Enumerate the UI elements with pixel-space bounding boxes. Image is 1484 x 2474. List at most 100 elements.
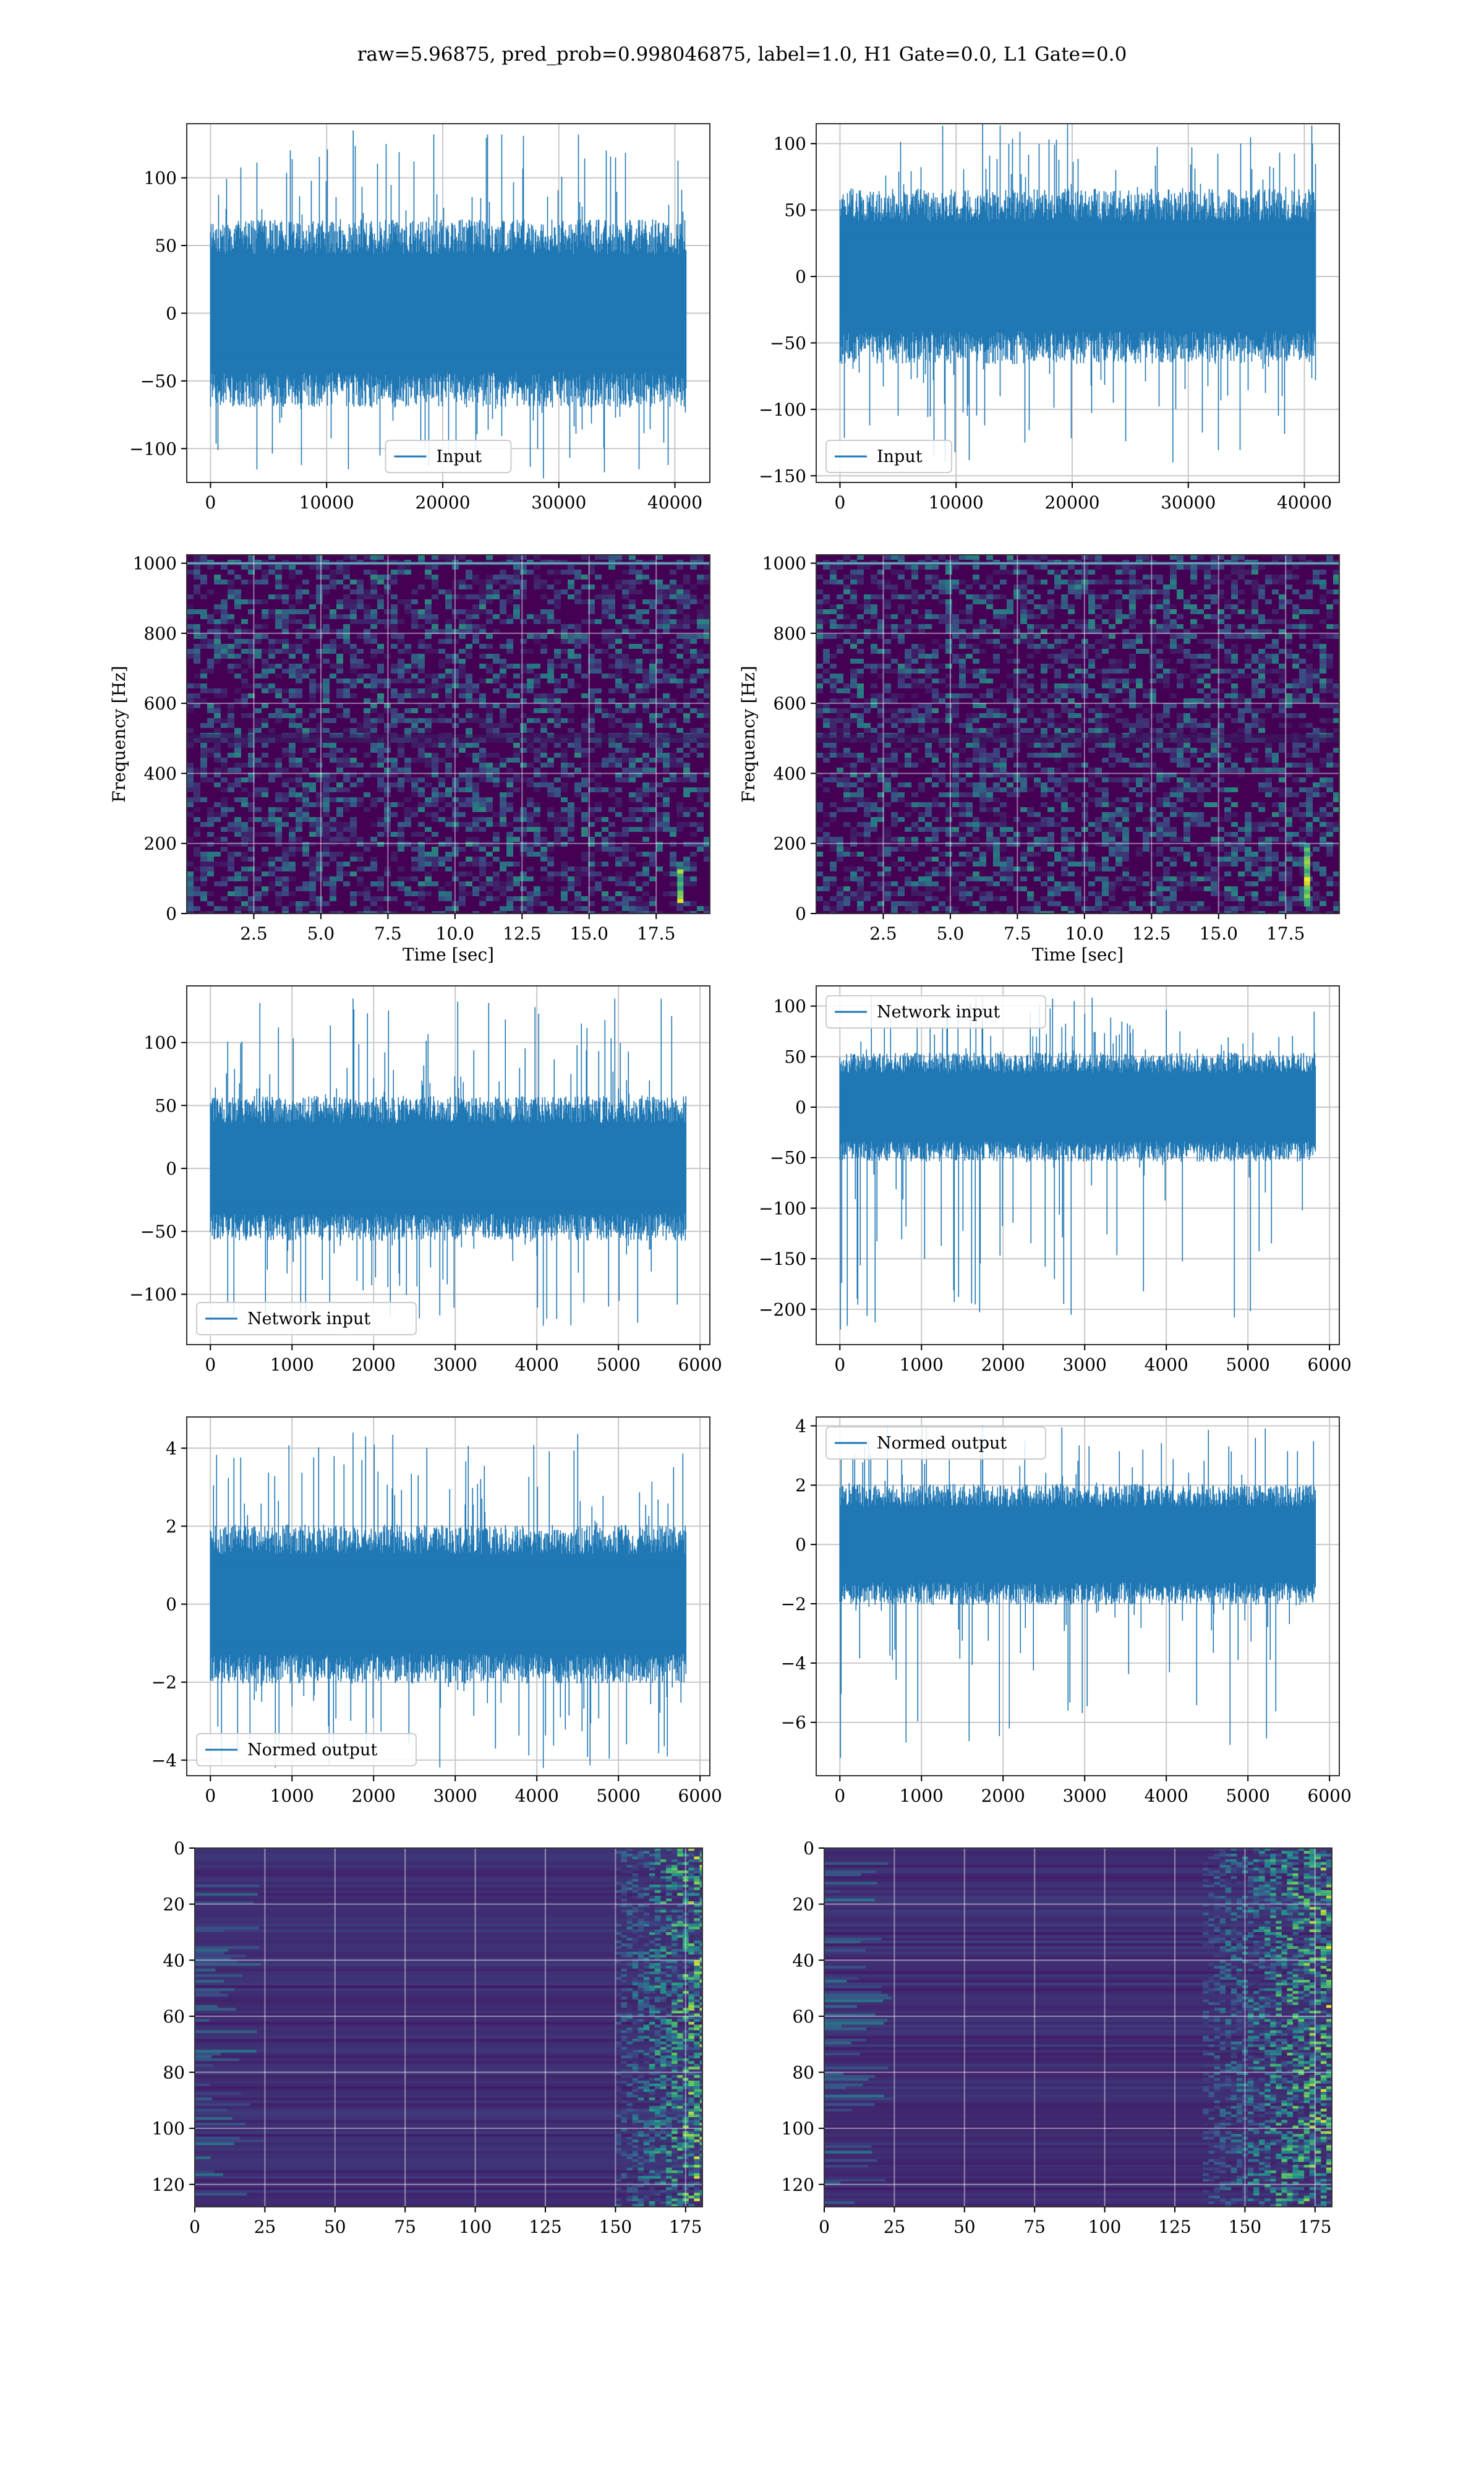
y-tick-label: −100	[759, 400, 806, 420]
x-tick-label: 75	[394, 2217, 416, 2237]
x-tick-label: 0	[205, 492, 216, 513]
x-tick-label: 3000	[433, 1786, 477, 1806]
y-tick-label: −50	[140, 371, 177, 392]
h1-spectrogram-frame	[186, 554, 710, 914]
y-tick-label: 1000	[133, 554, 177, 574]
y-tick-label: −200	[759, 1299, 806, 1320]
x-tick-label: 2000	[981, 1786, 1025, 1806]
x-tick-label: 0	[819, 2217, 830, 2237]
x-tick-label: 15.0	[570, 923, 608, 944]
x-tick-label: 5000	[597, 1786, 641, 1806]
x-tick-label: 75	[1023, 2217, 1046, 2237]
y-tick-label: 100	[774, 996, 806, 1017]
x-tick-label: 30000	[531, 492, 586, 513]
x-tick-label: 125	[1158, 2217, 1191, 2237]
h1-network-input-legend: Network input	[196, 1302, 417, 1335]
y-tick-label: 20	[163, 1894, 185, 1915]
x-tick-label: 5.0	[307, 923, 335, 944]
y-tick-label: −100	[759, 1198, 806, 1218]
x-tick-label: 0	[205, 1355, 216, 1375]
x-tick-label: 25	[884, 2217, 906, 2237]
x-tick-label: 0	[205, 1786, 216, 1806]
y-tick-label: 0	[795, 1534, 806, 1555]
y-axis-label: Frequency [Hz]	[109, 666, 129, 802]
l1-network-input-frame	[816, 985, 1340, 1345]
y-tick-label: 600	[774, 693, 806, 714]
x-tick-label: 20000	[1044, 492, 1099, 513]
h1-network-input-frame	[186, 985, 710, 1345]
x-tick-label: 7.5	[374, 923, 402, 944]
x-tick-label: 25	[254, 2217, 276, 2237]
y-tick-label: 0	[166, 904, 177, 924]
x-tick-label: 2000	[352, 1355, 396, 1375]
x-tick-label: 10000	[299, 492, 354, 513]
x-tick-label: 30000	[1161, 492, 1216, 513]
y-tick-label: 0	[166, 1594, 177, 1615]
y-tick-label: 100	[782, 2118, 814, 2139]
l1-normed-output-chart: Normed output 0 1000 2000 3000 4000 5000 6000 −6…	[781, 1416, 1352, 1806]
y-tick-label: 80	[163, 2063, 185, 2083]
legend-label: Normed output	[877, 1434, 1007, 1453]
l1-input-frame	[816, 123, 1340, 483]
x-tick-label: 50	[324, 2217, 346, 2237]
x-tick-label: 2000	[352, 1786, 396, 1806]
x-tick-label: 150	[1229, 2217, 1261, 2237]
x-tick-label: 1000	[270, 1355, 314, 1375]
y-tick-label: 0	[166, 1158, 177, 1179]
x-tick-label: 175	[669, 2217, 702, 2237]
x-tick-label: 40000	[1277, 492, 1332, 513]
x-tick-label: 2.5	[240, 923, 268, 944]
x-tick-label: 175	[1298, 2217, 1331, 2237]
x-tick-label: 4000	[515, 1355, 559, 1375]
l1-feature-map-chart: 0 25 50 75 100 125 150 175 0 20 40 60 80 100 120	[782, 1838, 1333, 2237]
y-tick-label: −50	[140, 1222, 177, 1242]
x-tick-label: 20000	[415, 492, 470, 513]
l1-normed-output-legend: Normed output	[825, 1426, 1046, 1460]
x-tick-label: 0	[834, 1786, 845, 1806]
x-tick-label: 1000	[900, 1355, 944, 1375]
y-tick-label: −2	[151, 1672, 177, 1693]
h1-spectrogram-chart: 2.5 5.0 7.5 10.0 12.5 15.0 17.5 0 200 400 600 800 10…	[109, 554, 710, 965]
x-tick-label: 10.0	[1065, 923, 1104, 944]
y-tick-label: −4	[781, 1653, 806, 1674]
legend-label: Network input	[877, 1003, 1000, 1022]
x-axis-label: Time [sec]	[1032, 944, 1124, 965]
x-tick-label: 1000	[900, 1786, 944, 1806]
x-tick-label: 0	[189, 2217, 200, 2237]
y-tick-label: 40	[163, 1950, 185, 1971]
y-tick-label: 200	[144, 834, 177, 854]
x-tick-label: 17.5	[1266, 923, 1305, 944]
x-tick-label: 100	[1088, 2217, 1121, 2237]
y-tick-label: 200	[774, 834, 806, 854]
y-tick-label: 0	[803, 1838, 814, 1859]
x-tick-label: 2.5	[869, 923, 897, 944]
x-tick-label: 40000	[647, 492, 702, 513]
x-tick-label: 5000	[597, 1355, 641, 1375]
x-tick-label: 125	[529, 2217, 561, 2237]
x-tick-label: 10.0	[436, 923, 474, 944]
y-tick-label: 0	[795, 1097, 806, 1118]
y-tick-label: 4	[166, 1438, 177, 1458]
y-tick-label: 100	[152, 2118, 185, 2139]
l1-input-legend: Input	[825, 440, 952, 473]
x-tick-label: 15.0	[1200, 923, 1238, 944]
l1-spectrogram-chart: 2.5 5.0 7.5 10.0 12.5 15.0 17.5 0 200 400 600 800 10…	[738, 554, 1340, 965]
y-tick-label: −100	[129, 1285, 177, 1305]
y-tick-label: 50	[155, 1095, 177, 1116]
y-tick-label: 2	[166, 1517, 177, 1537]
x-tick-label: 5000	[1226, 1786, 1270, 1806]
y-tick-label: 400	[774, 763, 806, 784]
x-tick-label: 0	[834, 1355, 845, 1375]
y-tick-label: 1000	[762, 554, 806, 574]
y-tick-label: 50	[784, 1047, 806, 1067]
y-tick-label: 0	[795, 267, 806, 287]
y-tick-label: −150	[759, 466, 806, 486]
x-tick-label: 6000	[1308, 1355, 1352, 1375]
x-tick-label: 1000	[270, 1786, 314, 1806]
x-tick-label: 4000	[515, 1786, 559, 1806]
legend-label: Network input	[247, 1309, 370, 1329]
legend-label: Input	[437, 447, 482, 466]
y-tick-label: −6	[781, 1713, 806, 1733]
